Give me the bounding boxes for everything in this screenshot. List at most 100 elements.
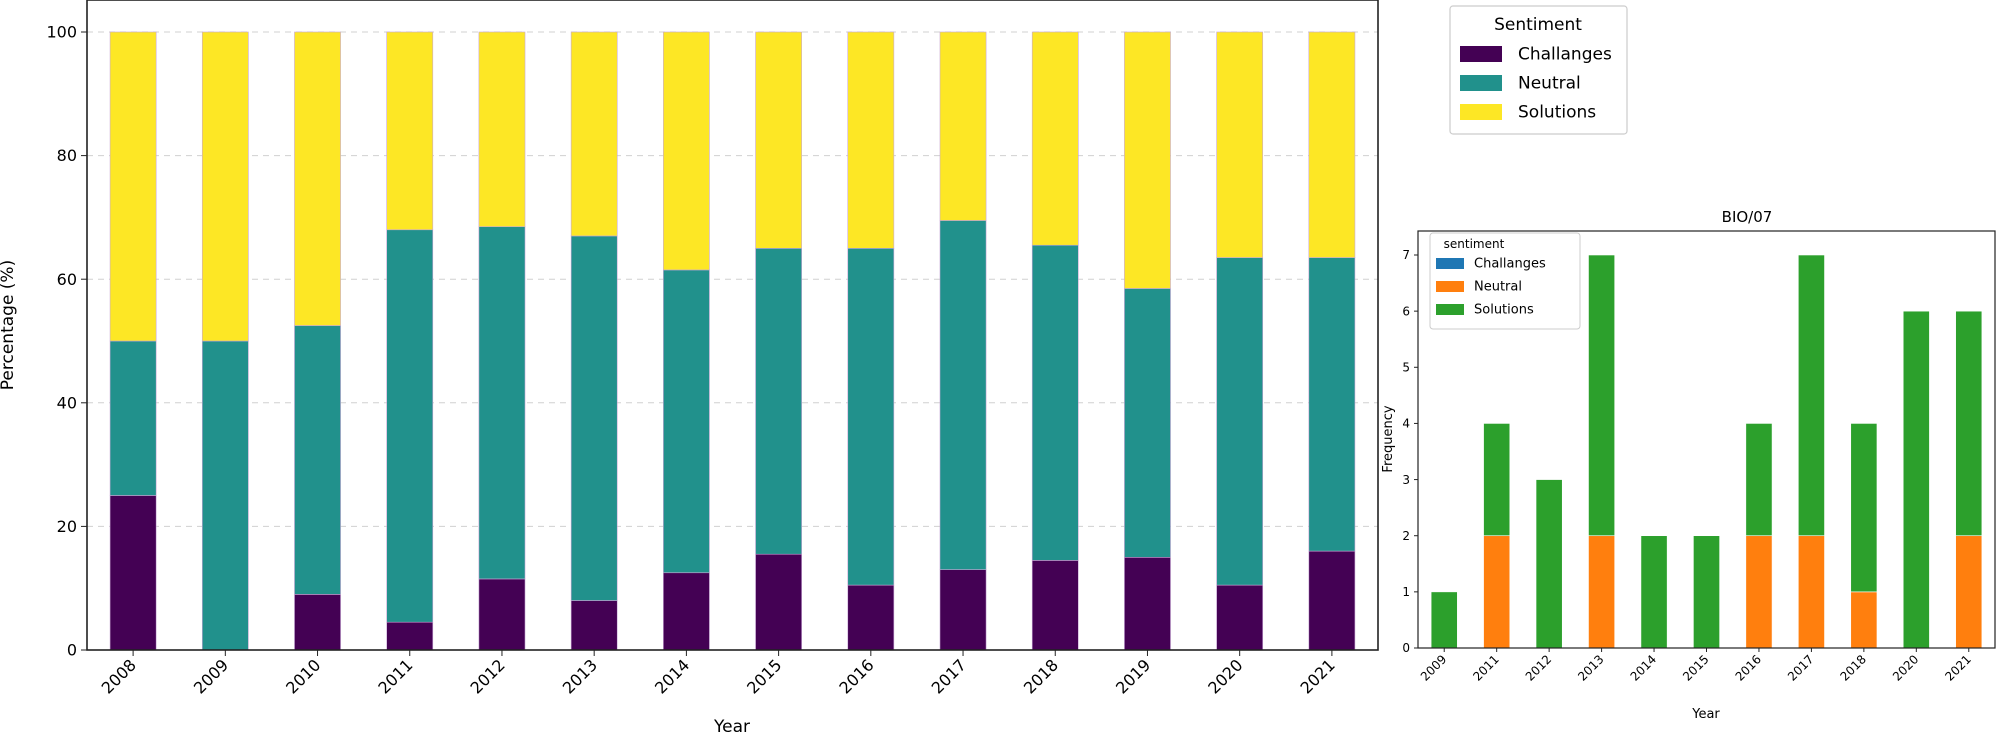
c2-x-tick-label: 2011 bbox=[1470, 652, 1501, 683]
chart-percentage-by-year: 0 20 40 60 80 100 2008 2009 2010 2011 2012 2013 201… bbox=[0, 0, 1379, 734]
c1-bar-solutions-2013 bbox=[570, 31, 618, 237]
c2-bar-neutral-2017 bbox=[1797, 535, 1825, 649]
c2-bar-solutions-2012 bbox=[1535, 479, 1563, 649]
c2-x-tick-label: 2014 bbox=[1628, 652, 1659, 683]
c1-x-tick-label: 2013 bbox=[559, 655, 601, 697]
c2-y-tick-label: 0 bbox=[1402, 641, 1410, 655]
c1-x-tick-label: 2018 bbox=[1020, 655, 1062, 697]
c1-bar-neutral-2019 bbox=[1124, 288, 1171, 558]
c1-bar-challanges-2008 bbox=[109, 495, 157, 651]
c2-x-tick-label: 2021 bbox=[1942, 652, 1973, 683]
c2-legend-title: sentiment bbox=[1444, 237, 1505, 251]
c1-y-tick-label: 100 bbox=[46, 23, 77, 42]
c1-bar-solutions-2019 bbox=[1124, 31, 1171, 289]
c2-bar-solutions-2013 bbox=[1588, 254, 1616, 537]
c2-y-axis-label: Frequency bbox=[1381, 405, 1396, 472]
c1-bar-challanges-2012 bbox=[478, 578, 526, 651]
c2-legend: sentiment Challanges Neutral Solutions bbox=[1429, 232, 1581, 330]
c1-bar-neutral-2021 bbox=[1308, 257, 1356, 552]
c2-legend-label-challanges: Challanges bbox=[1474, 256, 1546, 271]
c1-legend-title: Sentiment bbox=[1494, 15, 1582, 35]
c1-grid bbox=[87, 31, 1378, 651]
c2-bar-solutions-2018 bbox=[1850, 423, 1878, 593]
c1-x-tick-label: 2019 bbox=[1112, 655, 1154, 697]
c2-bar-solutions-2009 bbox=[1430, 591, 1458, 649]
c2-x-tick-label: 2020 bbox=[1890, 652, 1921, 683]
c1-y-axis-label: Percentage (%) bbox=[0, 260, 18, 390]
c1-bar-neutral-2014 bbox=[663, 269, 710, 574]
c1-bar-challanges-2020 bbox=[1216, 584, 1264, 651]
c1-legend-box bbox=[1449, 5, 1628, 135]
c1-bar-solutions-2011 bbox=[386, 31, 434, 231]
c1-bar-neutral-2010 bbox=[294, 325, 341, 595]
c2-bar-solutions-2015 bbox=[1693, 535, 1720, 649]
c2-y-tick-label: 5 bbox=[1402, 360, 1410, 374]
c1-bar-challanges-2013 bbox=[570, 600, 618, 651]
c2-legend-label-neutral: Neutral bbox=[1474, 279, 1522, 294]
c2-x-tick-label: 2018 bbox=[1837, 652, 1868, 683]
c2-bar-neutral-2016 bbox=[1745, 535, 1773, 649]
c2-bar-solutions-2016 bbox=[1745, 423, 1773, 537]
c1-bar-challanges-2016 bbox=[847, 584, 895, 651]
c1-bar-challanges-2015 bbox=[755, 553, 802, 651]
c1-bar-solutions-2020 bbox=[1216, 31, 1264, 258]
c1-x-tick-label: 2016 bbox=[835, 655, 877, 697]
c2-x-tick-label: 2017 bbox=[1785, 652, 1816, 683]
c1-y-tick-label: 80 bbox=[57, 146, 77, 165]
c1-bar-neutral-2015 bbox=[755, 248, 802, 555]
c2-bars bbox=[1430, 254, 1983, 649]
c1-x-tick-label: 2015 bbox=[743, 655, 785, 697]
c1-legend-swatch-neutral bbox=[1460, 75, 1502, 91]
c2-y-tick-label: 1 bbox=[1402, 585, 1410, 599]
c2-x-tick-label: 2013 bbox=[1575, 652, 1606, 683]
c1-bar-challanges-2011 bbox=[386, 621, 434, 651]
c2-legend-swatch-solutions bbox=[1436, 304, 1464, 315]
c2-y-tick-label: 6 bbox=[1402, 304, 1410, 318]
c1-y-tick-label: 20 bbox=[57, 517, 77, 536]
c2-y-tick-label: 2 bbox=[1402, 529, 1410, 543]
c1-x-tick-label: 2020 bbox=[1204, 655, 1246, 697]
c1-bar-neutral-2011 bbox=[386, 229, 434, 623]
c2-x-tick-label: 2015 bbox=[1680, 652, 1711, 683]
c1-y-tick-label: 0 bbox=[67, 641, 77, 660]
c1-bar-challanges-2017 bbox=[939, 569, 987, 651]
c1-y-tick-label: 60 bbox=[57, 270, 77, 289]
c2-legend-box bbox=[1429, 232, 1581, 330]
c1-x-tick-label: 2011 bbox=[374, 655, 416, 697]
c1-y-ticks: 0 20 40 60 80 100 bbox=[46, 23, 87, 660]
c1-plot-frame bbox=[86, 0, 1379, 651]
c2-x-ticks: 2009 2011 2012 2013 2014 2015 2016 2017 2018 2020… bbox=[1418, 648, 1974, 684]
c1-bar-neutral-2009 bbox=[201, 340, 249, 651]
c1-bar-solutions-2017 bbox=[939, 31, 987, 221]
c1-bar-neutral-2008 bbox=[109, 340, 157, 496]
c2-bar-neutral-2018 bbox=[1850, 591, 1878, 649]
c1-bar-neutral-2017 bbox=[939, 220, 987, 570]
c2-bar-neutral-2011 bbox=[1483, 535, 1511, 649]
c1-bar-solutions-2008 bbox=[109, 31, 157, 342]
c1-legend: Sentiment Challanges Neutral Solutions bbox=[1449, 5, 1628, 135]
c2-bar-solutions-2014 bbox=[1640, 535, 1668, 649]
c1-bar-challanges-2021 bbox=[1308, 550, 1356, 651]
c2-bar-solutions-2017 bbox=[1797, 254, 1825, 537]
chart-bio07-frequency: BIO/07 0 1 2 3 4 5 6 7 2009 2011 2012 2013 2014 2015… bbox=[1381, 208, 1996, 722]
c2-y-tick-label: 7 bbox=[1402, 248, 1410, 262]
c1-x-axis-label: Year bbox=[713, 717, 750, 734]
c1-bar-solutions-2021 bbox=[1308, 31, 1356, 258]
c1-bar-neutral-2013 bbox=[570, 235, 618, 601]
c1-x-ticks: 2008 2009 2010 2011 2012 2013 2014 2015 2016 2017… bbox=[98, 650, 1339, 698]
c1-bar-solutions-2014 bbox=[663, 31, 710, 271]
c1-legend-label-neutral: Neutral bbox=[1518, 74, 1581, 94]
c2-y-ticks: 0 1 2 3 4 5 6 7 bbox=[1402, 248, 1418, 655]
c2-title: BIO/07 bbox=[1722, 208, 1773, 226]
c2-legend-swatch-neutral bbox=[1436, 281, 1464, 292]
c1-x-tick-label: 2017 bbox=[928, 655, 970, 697]
c1-legend-label-solutions: Solutions bbox=[1518, 103, 1596, 123]
c2-legend-label-solutions: Solutions bbox=[1474, 302, 1534, 317]
c2-bar-solutions-2020 bbox=[1902, 310, 1930, 649]
c2-bar-neutral-2021 bbox=[1955, 535, 1983, 649]
c1-x-tick-label: 2021 bbox=[1296, 655, 1338, 697]
c1-bars bbox=[109, 31, 1356, 651]
c1-bar-solutions-2016 bbox=[847, 31, 895, 249]
c1-bar-challanges-2014 bbox=[663, 572, 710, 651]
c1-bar-challanges-2018 bbox=[1031, 560, 1079, 651]
